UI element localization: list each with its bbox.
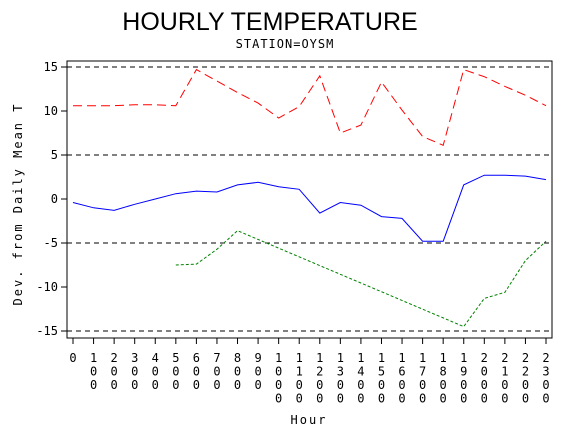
series-layer [72,68,547,328]
reference-lines [67,66,552,332]
y-tick-label-2: -5 [44,236,58,250]
x-tick-label-0: 0 [69,351,76,365]
chart-title: HOURLY TEMPERATURE [122,8,417,36]
axes: -15 -10 -5 0 5 10 15 0 1 0 0 2 0 0 3 0 0 4 0 0 5 0 0 6 0 0 7 0 0 8 0 0 9… [36,60,553,406]
y-tick-label-3: 0 [51,192,58,206]
y-tick-label-4: 5 [51,148,58,162]
chart-subtitle: STATION=OYSM [236,37,335,51]
series-line-0 [73,68,547,146]
y-tick-label-5: 10 [44,104,58,118]
y-tick-label-0: -15 [36,324,58,338]
y-tick-label-1: -10 [36,280,58,294]
series-line-2 [175,230,547,328]
y-tick-label-6: 15 [44,60,58,74]
y-axis-label: Dev. from Daily Mean T [11,103,25,306]
series-line-1 [72,174,547,242]
plot-frame [66,60,553,339]
x-axis-label: Hour [291,413,328,427]
